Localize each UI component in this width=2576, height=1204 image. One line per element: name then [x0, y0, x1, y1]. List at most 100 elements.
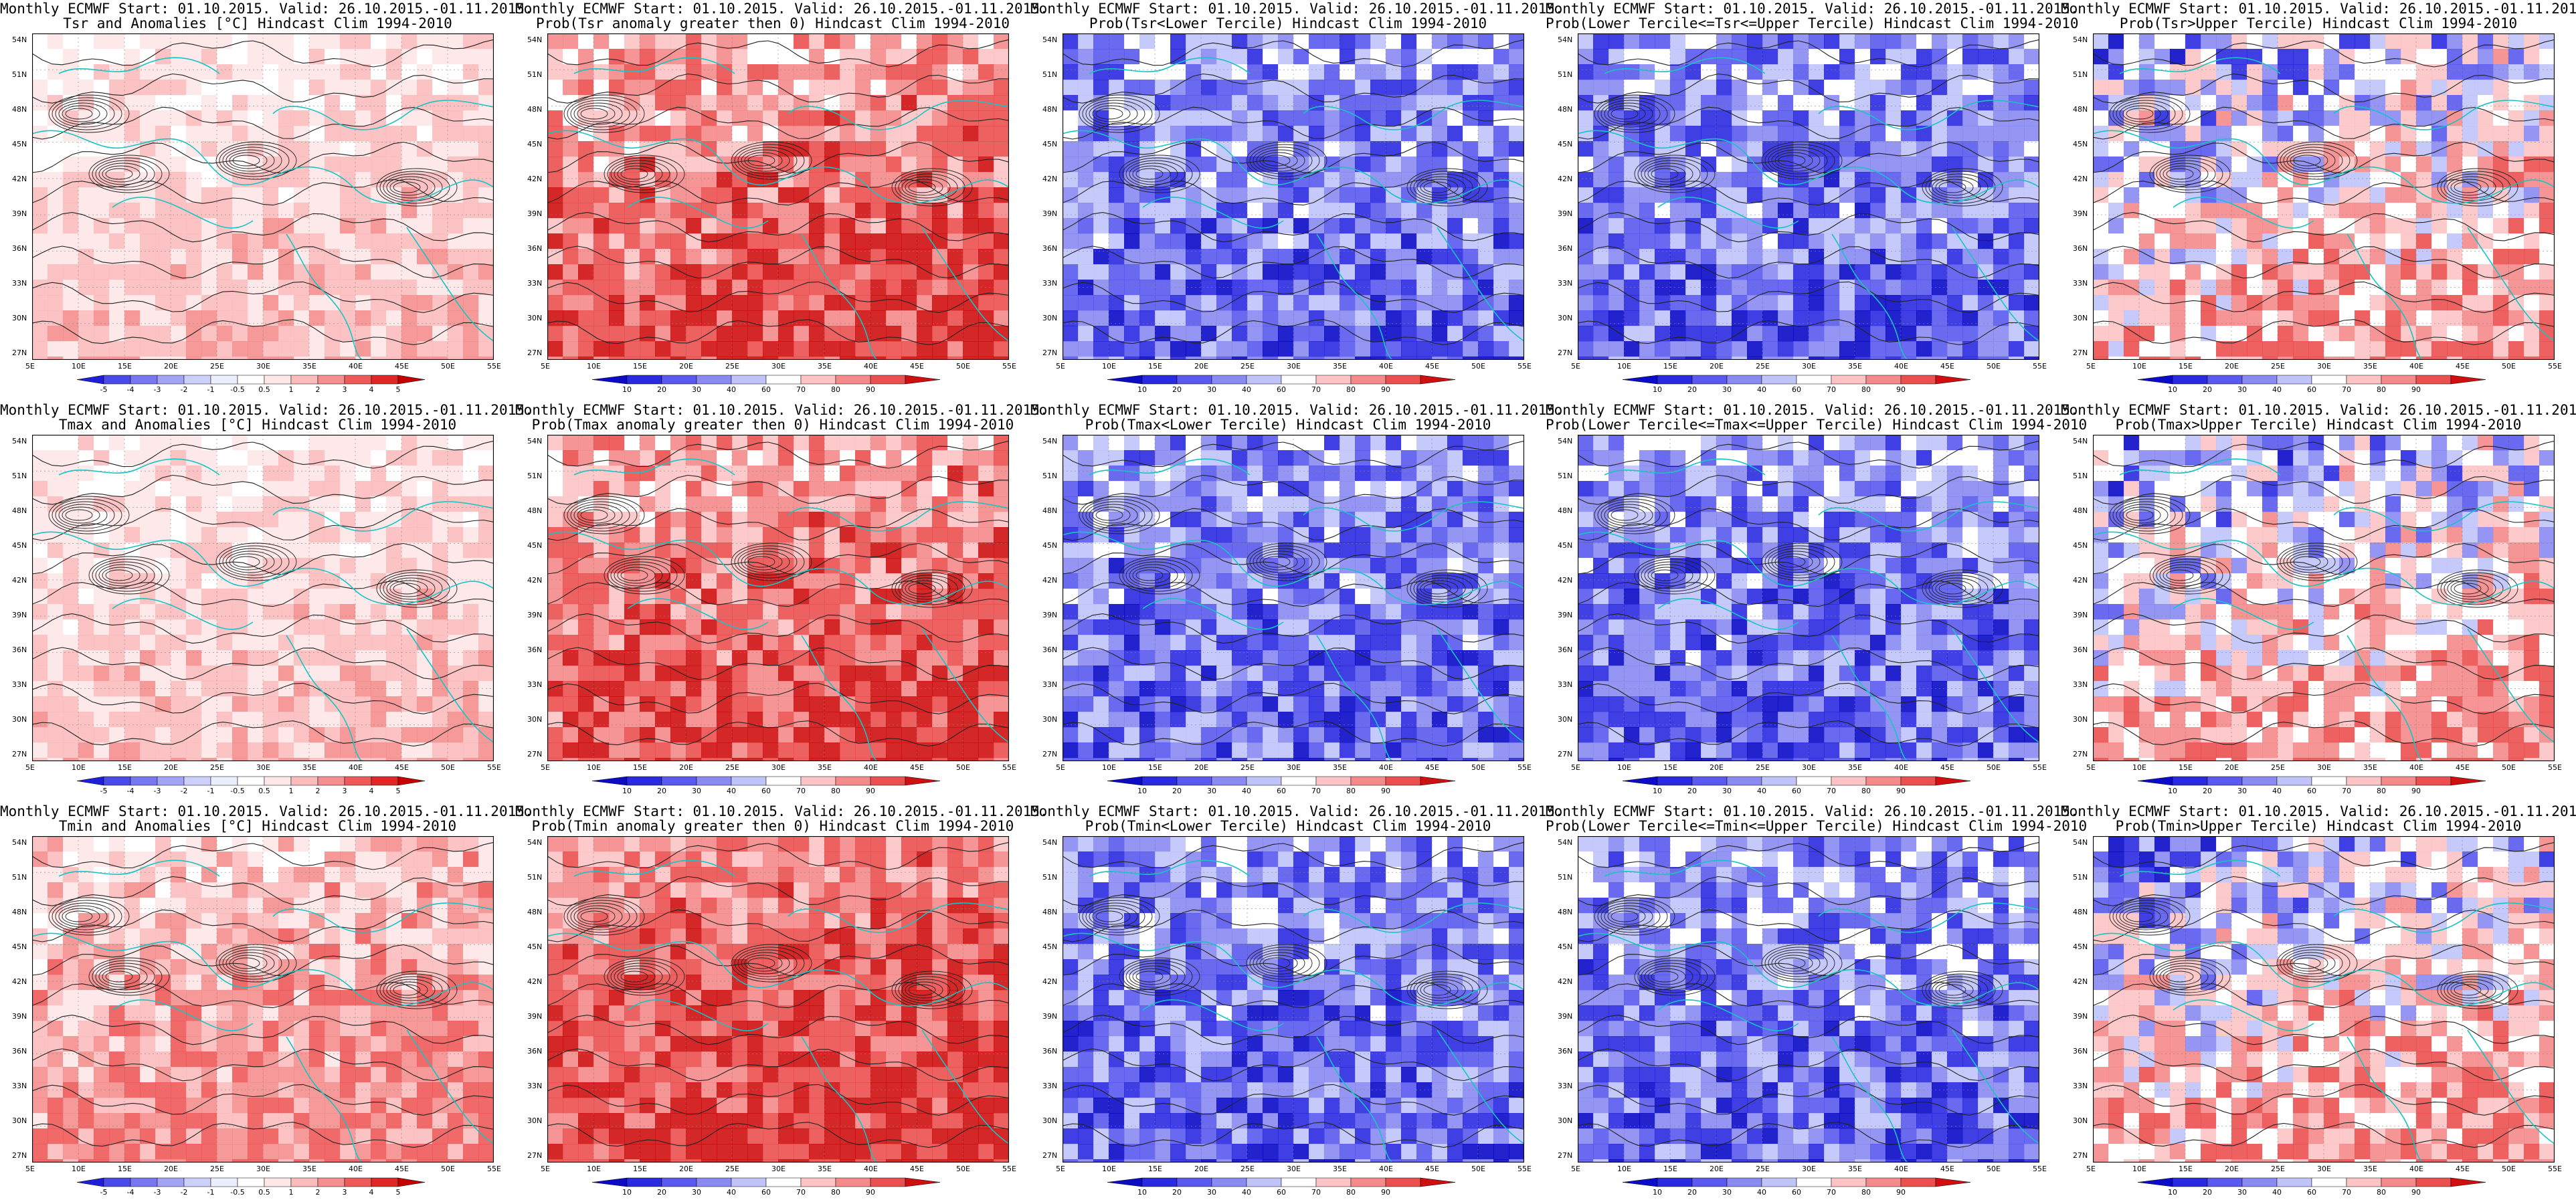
lat-label: 42N — [2073, 977, 2088, 986]
colorbar-tick: 60 — [1277, 385, 1286, 394]
lat-label: 42N — [12, 977, 27, 986]
lat-label: 30N — [527, 715, 543, 724]
panel-title-line1: Monthly ECMWF Start: 01.10.2015. Valid: … — [2061, 402, 2576, 418]
lat-label: 30N — [12, 314, 27, 322]
map-canvas — [547, 435, 1009, 761]
colorbar-tick: -3 — [153, 787, 161, 795]
panel-title-line1: Monthly ECMWF Start: 01.10.2015. Valid: … — [1546, 402, 2079, 418]
shaded-field — [32, 836, 494, 1163]
map-area — [1063, 33, 1524, 360]
lat-label: 33N — [12, 1082, 27, 1090]
lat-label: 30N — [12, 715, 27, 724]
lon-label: 30E — [1287, 362, 1301, 371]
lat-label: 42N — [1042, 576, 1058, 585]
lon-label: 5E — [541, 1165, 550, 1173]
lon-label: 30E — [256, 1165, 270, 1173]
panel-title-line1: Monthly ECMWF Start: 01.10.2015. Valid: … — [1030, 803, 1564, 819]
lat-label: 54N — [12, 35, 27, 44]
shaded-field — [2093, 836, 2555, 1163]
map-panel: Monthly ECMWF Start: 01.10.2015. Valid: … — [1546, 401, 2087, 803]
map-panel: Monthly ECMWF Start: 01.10.2015. Valid: … — [0, 401, 533, 803]
lat-label: 33N — [1558, 1082, 1573, 1090]
colorbar-tick: 30 — [1207, 787, 1216, 795]
lat-label: 54N — [527, 437, 543, 445]
lat-label: 30N — [2073, 314, 2088, 322]
lat-label: 30N — [12, 1116, 27, 1125]
map-canvas — [1578, 435, 2039, 761]
lat-label: 45N — [1042, 541, 1058, 550]
colorbar-tick: 60 — [761, 1188, 771, 1197]
lon-label: 25E — [210, 362, 224, 371]
colorbar-tick: 60 — [1792, 787, 1801, 795]
colorbar-tick: 70 — [2342, 787, 2351, 795]
lon-label: 40E — [864, 362, 878, 371]
colorbar-tick: 0.5 — [258, 787, 270, 795]
colorbar-tick: 10 — [622, 1188, 632, 1197]
lat-label: 39N — [2073, 611, 2088, 619]
lon-label: 40E — [349, 362, 363, 371]
lon-label: 15E — [118, 763, 132, 772]
colorbar-tick: 70 — [1311, 787, 1321, 795]
lon-label: 30E — [1802, 1165, 1816, 1173]
colorbar-tick: 80 — [1346, 1188, 1356, 1197]
lon-label: 30E — [2317, 1165, 2331, 1173]
lon-label: 5E — [541, 763, 550, 772]
map-area — [547, 435, 1009, 761]
lat-label: 51N — [2073, 70, 2088, 79]
colorbar-tick: -5 — [100, 787, 108, 795]
colorbar-tick: 0.5 — [258, 385, 270, 394]
lon-label: 25E — [210, 763, 224, 772]
lat-label: 42N — [1558, 175, 1573, 183]
map-canvas — [1578, 836, 2039, 1163]
lon-label: 10E — [587, 1165, 601, 1173]
lon-label: 25E — [1240, 362, 1255, 371]
colorbar-tick: 40 — [727, 1188, 736, 1197]
lon-label: 45E — [910, 362, 924, 371]
colorbar-tick: 10 — [2168, 1188, 2177, 1197]
lon-label: 5E — [1056, 1165, 1065, 1173]
map-area — [2093, 836, 2555, 1163]
lon-label: 55E — [1517, 362, 1532, 371]
lon-label: 30E — [1802, 362, 1816, 371]
lat-label: 42N — [1042, 175, 1058, 183]
panel-title-line2: Prob(Tmin>Upper Tercile) Hindcast Clim 1… — [2115, 818, 2522, 834]
colorbar-tick: 2 — [315, 385, 320, 394]
map-canvas — [1063, 33, 1524, 360]
lon-label: 30E — [1802, 763, 1816, 772]
lon-label: 50E — [441, 362, 455, 371]
lon-label: 25E — [1240, 1165, 1255, 1173]
map-area — [1063, 836, 1524, 1163]
lon-label: 50E — [441, 763, 455, 772]
lat-label: 33N — [12, 680, 27, 689]
lat-label: 33N — [1042, 680, 1058, 689]
lon-label: 55E — [2033, 763, 2047, 772]
lat-label: 51N — [527, 70, 543, 79]
map-canvas — [2093, 435, 2555, 761]
lat-label: 54N — [2073, 35, 2088, 44]
colorbar-tick: 60 — [2307, 787, 2316, 795]
lon-label: 5E — [1571, 1165, 1580, 1173]
colorbar-tick: 40 — [2272, 787, 2282, 795]
lon-label: 55E — [2548, 763, 2562, 772]
colorbar-swatches — [591, 375, 941, 385]
lat-label: 30N — [1558, 715, 1573, 724]
lat-label: 36N — [2073, 645, 2088, 654]
colorbar-swatches — [2137, 375, 2486, 385]
lon-label: 45E — [2456, 1165, 2470, 1173]
map-area — [32, 435, 494, 761]
lat-label: 39N — [527, 611, 543, 619]
map-area — [547, 33, 1009, 360]
lat-label: 51N — [1042, 70, 1058, 79]
colorbar-tick: -2 — [180, 1188, 188, 1197]
lon-label: 35E — [302, 763, 316, 772]
lat-label: 45N — [527, 541, 543, 550]
lon-label: 55E — [487, 1165, 501, 1173]
colorbar-tick: 60 — [1277, 1188, 1286, 1197]
shaded-field — [547, 836, 1009, 1163]
panel-title-line2: Tmin and Anomalies [°C] Hindcast Clim 19… — [58, 818, 457, 834]
lon-label: 35E — [302, 1165, 316, 1173]
lon-label: 55E — [1002, 362, 1016, 371]
lat-label: 51N — [1558, 873, 1573, 882]
shaded-field — [1578, 836, 2039, 1163]
lon-label: 50E — [1471, 1165, 1485, 1173]
